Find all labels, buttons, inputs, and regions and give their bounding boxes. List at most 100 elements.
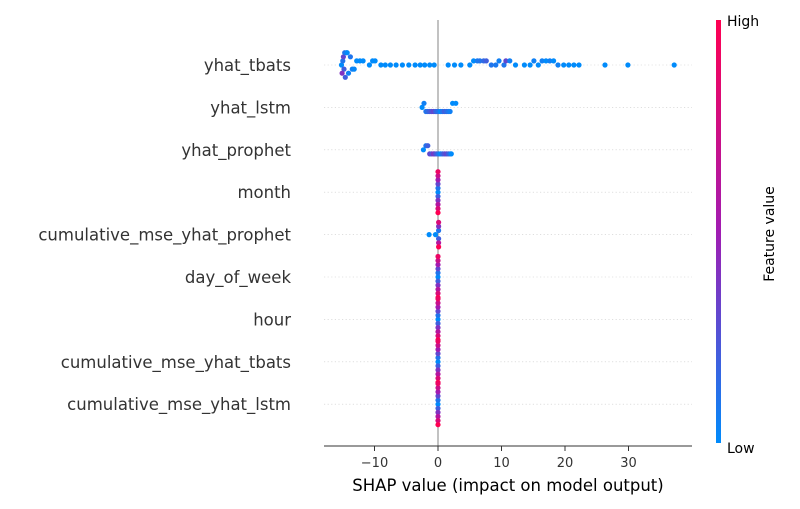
shap-point-cumulative_mse_yhat_tbats-9	[435, 338, 441, 344]
shap-point-hour-1	[435, 312, 441, 318]
shap-point-cumulative_mse_yhat_lstm-8	[435, 418, 441, 424]
shap-point-yhat_tbats-41	[496, 58, 502, 64]
shap-point-day_of_week-5	[435, 262, 441, 268]
shap-point-yhat_tbats-60	[625, 62, 631, 68]
shap-point-yhat_tbats-21	[387, 62, 393, 68]
shap-point-yhat_tbats-12	[351, 66, 357, 72]
shap-point-yhat_tbats-20	[382, 62, 388, 68]
shap-point-cumulative_mse_yhat_tbats-8	[435, 375, 441, 381]
shap-point-day_of_week-6	[435, 286, 441, 292]
shap-point-yhat_tbats-19	[378, 62, 384, 68]
feature-label-cumulative_mse_yhat_tbats: cumulative_mse_yhat_tbats	[61, 353, 291, 373]
shap-point-yhat_tbats-54	[555, 62, 561, 68]
colorbar-title: Feature value	[762, 186, 778, 282]
shap-point-yhat_tbats-61	[671, 62, 677, 68]
x-axis-ticks: −10 0 10 20 30	[361, 446, 637, 471]
shap-point-day_of_week-0	[435, 274, 441, 280]
shap-point-cumulative_mse_yhat_tbats-1	[435, 355, 441, 361]
shap-point-yhat_tbats-51	[543, 58, 549, 64]
x-axis-title: SHAP value (impact on model output)	[352, 476, 663, 495]
shap-point-yhat_tbats-50	[539, 58, 545, 64]
shap-point-cumulative_mse_yhat_tbats-6	[435, 371, 441, 377]
shap-point-cumulative_mse_yhat_prophet-4	[436, 223, 442, 229]
shap-point-yhat_tbats-40	[493, 62, 499, 68]
shap-point-yhat_tbats-36	[477, 58, 483, 64]
shap-point-day_of_week-2	[435, 278, 441, 284]
shap-point-yhat_tbats-10	[347, 54, 353, 60]
shap-point-cumulative_mse_yhat_lstm-1	[435, 397, 441, 403]
shap-point-cumulative_mse_yhat_lstm-0	[435, 401, 441, 407]
shap-point-yhat_tbats-1	[340, 58, 346, 64]
x-tick-label-3: 20	[557, 456, 574, 471]
shap-point-cumulative_mse_yhat_prophet-3	[436, 236, 442, 242]
shap-point-yhat_tbats-52	[547, 58, 553, 64]
shap-point-cumulative_mse_yhat_prophet-7	[436, 244, 442, 250]
shap-point-cumulative_mse_yhat_lstm-4	[435, 409, 441, 415]
shap-point-yhat_tbats-2	[341, 66, 347, 72]
shap-point-cumulative_mse_yhat_prophet-1	[432, 232, 439, 238]
shap-point-hour-5	[435, 304, 441, 310]
feature-label-yhat_lstm: yhat_lstm	[210, 98, 291, 118]
shap-point-month-8	[435, 206, 441, 212]
shap-point-hour-8	[435, 333, 441, 339]
shap-point-yhat_lstm-17	[453, 100, 459, 106]
shap-point-hour-9	[435, 296, 441, 302]
feature-label-yhat_prophet: yhat_prophet	[181, 141, 291, 161]
shap-point-yhat_tbats-34	[471, 58, 477, 64]
shap-point-yhat_tbats-55	[561, 62, 567, 68]
shap-point-day_of_week-4	[435, 282, 441, 288]
shap-point-day_of_week-8	[435, 290, 441, 296]
shap-point-yhat_tbats-6	[342, 74, 348, 80]
shap-point-yhat_tbats-22	[393, 62, 399, 68]
shap-point-cumulative_mse_yhat_prophet-6	[436, 219, 442, 225]
shap-point-yhat_tbats-46	[521, 62, 528, 68]
shap-point-yhat_tbats-23	[399, 62, 405, 68]
shap-point-yhat_prophet-2	[425, 143, 431, 149]
feature-label-cumulative_mse_yhat_lstm: cumulative_mse_yhat_lstm	[67, 395, 291, 415]
shap-point-yhat_tbats-24	[406, 62, 412, 68]
shap-point-cumulative_mse_yhat_prophet-0	[426, 232, 432, 238]
shap-point-cumulative_mse_yhat_tbats-5	[435, 346, 441, 353]
shap-point-yhat_tbats-45	[512, 62, 519, 68]
shap-points	[338, 50, 677, 428]
feature-label-cumulative_mse_yhat_prophet: cumulative_mse_yhat_prophet	[38, 226, 291, 246]
shap-point-cumulative_mse_yhat_tbats-3	[435, 351, 441, 357]
shap-point-cumulative_mse_yhat_tbats-2	[435, 363, 441, 369]
x-tick-label-0: −10	[361, 456, 388, 471]
shap-point-cumulative_mse_yhat_tbats-0	[435, 359, 441, 365]
shap-point-yhat_tbats-53	[551, 58, 557, 64]
feature-gridlines	[324, 64, 692, 405]
shap-point-cumulative_mse_yhat_lstm-7	[435, 385, 441, 391]
colorbar-high-label: High	[727, 14, 759, 30]
feature-label-month: month	[237, 183, 291, 202]
shap-point-yhat_tbats-56	[566, 62, 572, 68]
shap-point-yhat_tbats-26	[417, 62, 423, 68]
shap-point-hour-4	[435, 325, 441, 331]
shap-point-cumulative_mse_yhat_lstm-2	[435, 405, 441, 411]
shap-point-cumulative_mse_yhat_lstm-10	[435, 422, 441, 428]
shap-point-yhat_tbats-0	[338, 62, 345, 68]
feature-label-yhat_tbats: yhat_tbats	[204, 56, 291, 76]
shap-point-yhat_lstm-15	[447, 108, 453, 115]
shap-point-yhat_tbats-42	[501, 62, 507, 68]
shap-point-hour-0	[435, 316, 441, 322]
shap-point-yhat_tbats-57	[571, 62, 577, 68]
shap-point-cumulative_mse_yhat_lstm-5	[435, 389, 441, 395]
shap-point-cumulative_mse_yhat_lstm-9	[435, 381, 441, 387]
shap-point-yhat_tbats-32	[458, 62, 464, 68]
shap-point-yhat_lstm-1	[421, 100, 427, 106]
shap-point-month-7	[435, 173, 441, 179]
shap-point-yhat_tbats-29	[431, 62, 437, 68]
shap-point-yhat_tbats-58	[576, 62, 582, 68]
shap-point-yhat_tbats-15	[360, 58, 366, 64]
shap-point-month-10	[435, 210, 441, 216]
shap-point-month-9	[435, 169, 441, 175]
shap-point-yhat_tbats-28	[427, 62, 433, 68]
shap-point-yhat_prophet-0	[420, 147, 426, 153]
shap-point-cumulative_mse_yhat_tbats-7	[435, 342, 441, 348]
shap-point-yhat_tbats-3	[340, 54, 346, 60]
colorbar-low-label: Low	[727, 441, 755, 457]
shap-point-cumulative_mse_yhat_tbats-4	[435, 367, 441, 373]
